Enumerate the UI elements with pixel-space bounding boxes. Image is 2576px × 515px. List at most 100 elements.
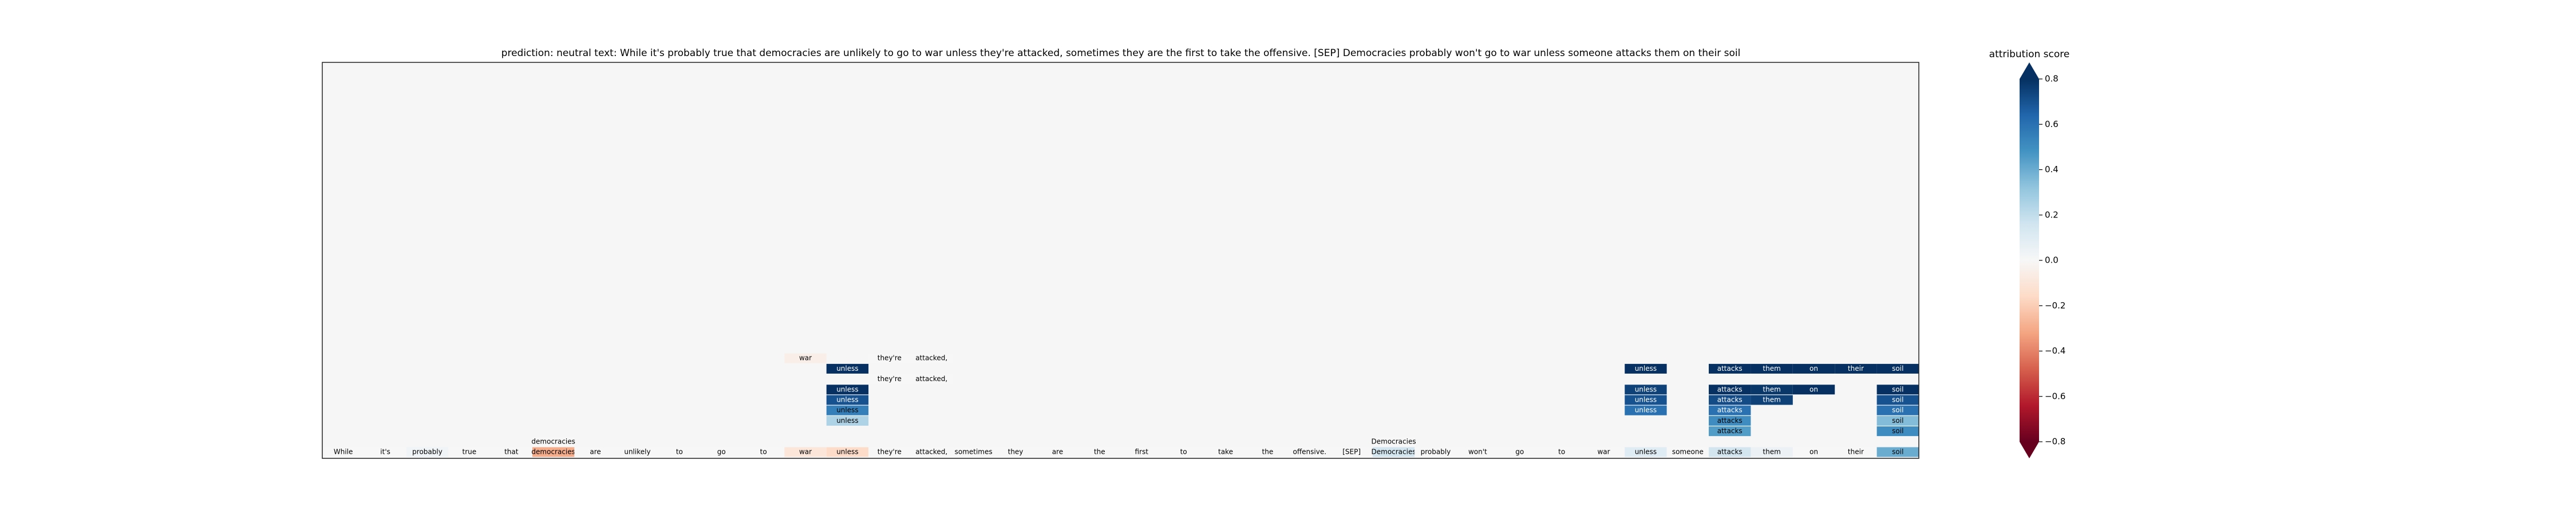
token-label: unlikely	[624, 448, 650, 456]
token-label: go	[717, 448, 726, 456]
plot-area	[322, 62, 1919, 458]
token-label: won't	[1468, 448, 1487, 456]
token-cell	[826, 415, 869, 426]
token-label: on	[1809, 365, 1818, 373]
plot-frame	[322, 62, 1919, 459]
token-cell	[1876, 405, 1919, 415]
token-label: to	[676, 448, 683, 456]
token-label: democracies	[531, 437, 575, 445]
token-cell	[1835, 447, 1877, 457]
token-label: they're	[878, 375, 902, 383]
token-cell	[1330, 447, 1373, 457]
token-cell	[742, 447, 785, 457]
colorbar	[2020, 79, 2039, 442]
token-cell	[1036, 447, 1079, 457]
token-label: they're	[878, 354, 902, 362]
token-cell	[1751, 395, 1793, 405]
token-label: are	[1052, 448, 1063, 456]
token-label: that	[504, 448, 519, 456]
token-cell	[364, 447, 406, 457]
token-cell	[1204, 447, 1247, 457]
chart-title: prediction: neutral text: While it's pro…	[501, 47, 1741, 59]
token-cell	[826, 447, 869, 457]
token-cell	[1876, 426, 1919, 437]
token-cell	[1666, 447, 1709, 457]
colorbar-tick-label: 0.2	[2045, 209, 2059, 220]
token-cell	[1582, 447, 1625, 457]
colorbar-label: attribution score	[1989, 49, 2070, 60]
token-label: first	[1135, 448, 1148, 456]
token-label: war	[799, 448, 812, 456]
token-label: Democracies	[1372, 437, 1416, 445]
token-label: go	[1515, 448, 1524, 456]
token-label: them	[1763, 365, 1780, 373]
token-cell	[1372, 447, 1415, 457]
token-cell	[784, 447, 827, 457]
token-cell	[1625, 447, 1667, 457]
colorbar-tick-label: 0.4	[2045, 164, 2059, 175]
token-cell	[1625, 405, 1667, 415]
token-cell	[826, 385, 869, 395]
token-label: the	[1094, 448, 1105, 456]
token-label: attacks	[1717, 385, 1743, 393]
token-label: unless	[836, 406, 858, 414]
token-cell	[1625, 363, 1667, 374]
token-cell	[322, 447, 365, 457]
token-label: to	[1180, 448, 1187, 456]
token-label: on	[1809, 448, 1818, 456]
token-cell	[1709, 395, 1751, 405]
token-label: offensive.	[1293, 448, 1326, 456]
token-cell	[1709, 426, 1751, 437]
colorbar-tick-label: 0.8	[2045, 74, 2059, 84]
colorbar-tick-label: −0.6	[2045, 391, 2065, 401]
token-cell	[1876, 363, 1919, 374]
token-label: it's	[380, 448, 390, 456]
token-label: soil	[1892, 427, 1903, 435]
token-label: the	[1262, 448, 1274, 456]
token-label: soil	[1892, 417, 1903, 425]
token-cell	[1792, 385, 1835, 395]
colorbar-tick-label: −0.8	[2045, 437, 2065, 447]
token-label: someone	[1672, 448, 1704, 456]
token-cell	[448, 447, 491, 457]
token-label: unless	[1635, 365, 1657, 373]
token-cell	[1456, 447, 1499, 457]
token-label: Democracies	[1372, 448, 1416, 456]
colorbar-tick-label: −0.2	[2045, 300, 2065, 311]
token-cell	[868, 374, 911, 385]
token-label: them	[1763, 396, 1780, 404]
token-label: attacks	[1717, 406, 1743, 414]
token-label: attacks	[1717, 417, 1743, 425]
token-cell	[574, 447, 617, 457]
token-label: are	[590, 448, 600, 456]
token-cell	[826, 395, 869, 405]
token-label: true	[463, 448, 477, 456]
token-cell	[616, 447, 659, 457]
token-cell	[406, 447, 449, 457]
token-label: unless	[836, 396, 858, 404]
token-cell	[952, 447, 995, 457]
token-label: unless	[836, 385, 858, 393]
token-cell	[658, 447, 701, 457]
token-label: attacks	[1717, 427, 1743, 435]
token-cell	[910, 374, 953, 385]
token-cell	[910, 447, 953, 457]
token-cell	[1835, 363, 1877, 374]
token-cell	[1499, 447, 1541, 457]
token-cell	[700, 447, 742, 457]
token-label: probably	[1421, 448, 1451, 456]
token-label: war	[799, 354, 812, 362]
token-label: soil	[1892, 396, 1903, 404]
colorbar-tick-label: 0.6	[2045, 119, 2059, 129]
token-label: to	[1558, 448, 1565, 456]
token-cell	[1709, 447, 1751, 457]
token-label: unless	[836, 417, 858, 425]
token-label: soil	[1892, 448, 1903, 456]
token-label: unless	[1635, 385, 1657, 393]
token-label: attacks	[1717, 448, 1743, 456]
token-cell	[1792, 363, 1835, 374]
token-cell	[1120, 447, 1163, 457]
token-label: their	[1848, 365, 1864, 373]
token-cell	[1876, 447, 1919, 457]
